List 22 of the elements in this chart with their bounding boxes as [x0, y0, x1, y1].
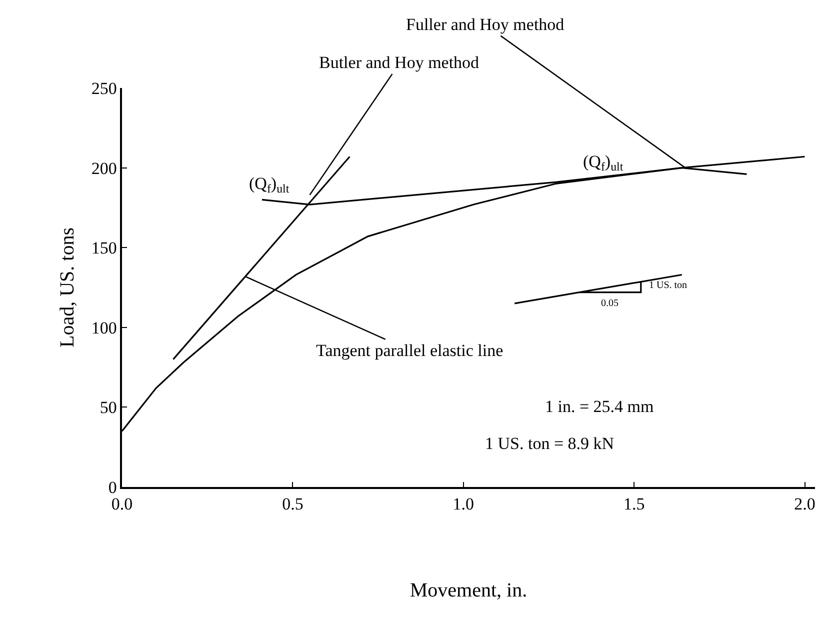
annotation: 1 US. ton — [649, 280, 688, 291]
annotation: 0.05 — [601, 298, 618, 309]
x-tick-label: 0.0 — [111, 494, 133, 514]
y-axis-title: Load, US. tons — [56, 227, 78, 348]
y-tick-label: 200 — [91, 158, 117, 178]
x-tick-label: 1.0 — [452, 494, 474, 514]
x-tick-label: 1.5 — [623, 494, 645, 514]
annotation: (Q$_{f}$)$_{ult}$ — [583, 152, 624, 174]
annotation: (Q$_{f}$)$_{ult}$ — [249, 174, 290, 196]
x-tick-label: 2.0 — [794, 494, 816, 514]
y-tick-label: 100 — [91, 318, 117, 338]
y-tick-label: 50 — [100, 398, 117, 418]
y-tick-label: 0 — [108, 478, 117, 497]
annotation: Fuller and Hoy method — [406, 15, 565, 34]
annotation: 1 in. = 25.4 mm — [545, 397, 654, 416]
annotation: Tangent parallel elastic line — [316, 341, 504, 360]
x-tick-label: 0.5 — [282, 494, 304, 514]
y-tick-label: 250 — [91, 78, 117, 98]
annotation: Butler and Hoy method — [319, 53, 480, 72]
y-tick-label: 150 — [91, 238, 117, 258]
annotation: 1 US. ton = 8.9 kN — [485, 434, 614, 453]
x-axis-title: Movement, in. — [410, 579, 528, 602]
